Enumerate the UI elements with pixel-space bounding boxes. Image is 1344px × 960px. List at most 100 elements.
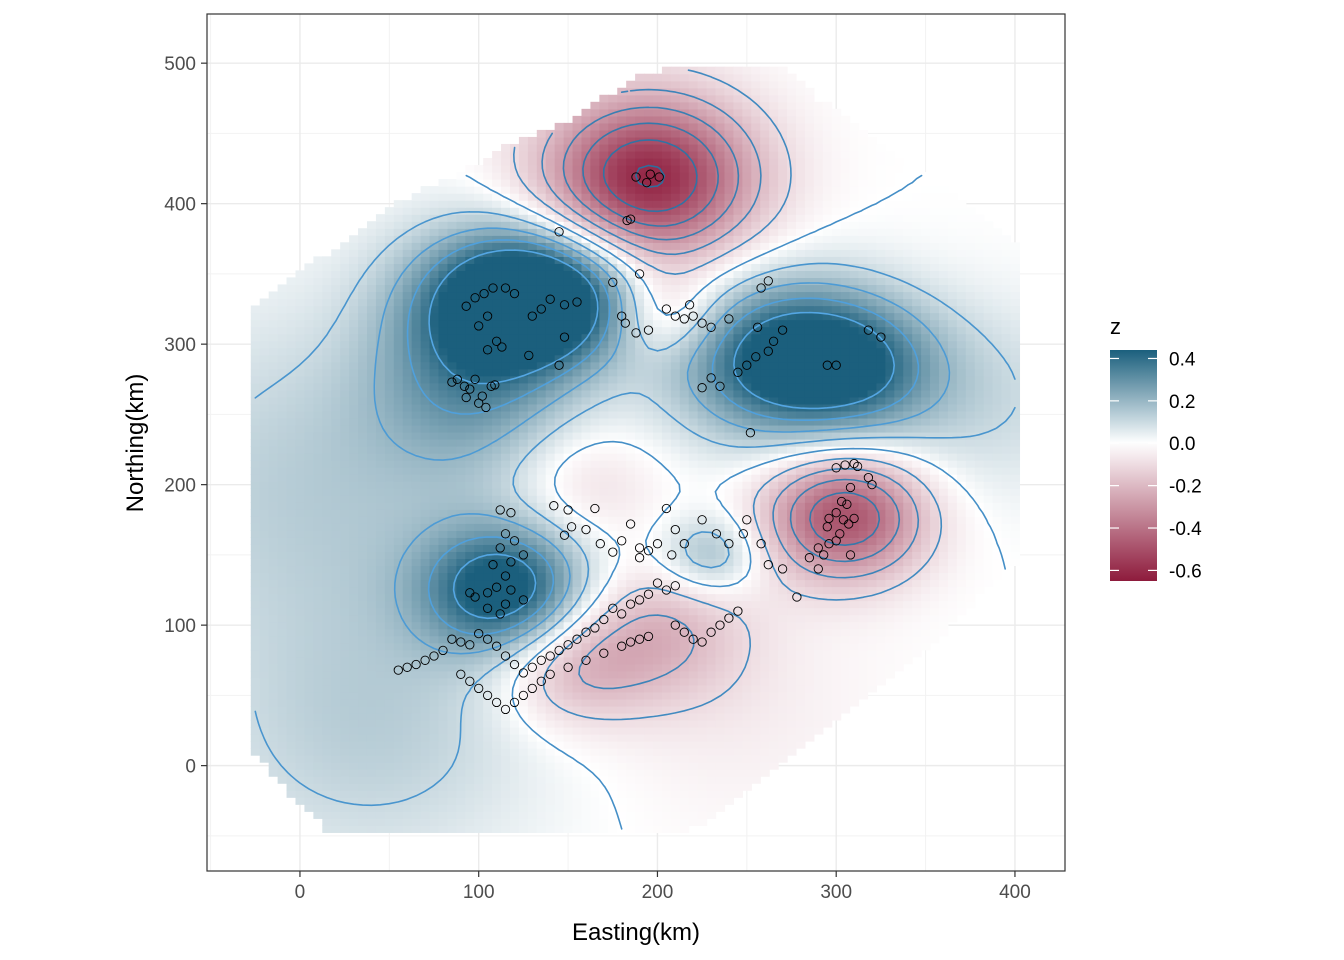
heat-cell	[626, 748, 636, 756]
heat-cell	[679, 776, 690, 784]
heat-cell	[384, 382, 395, 391]
heat-cell	[268, 586, 279, 595]
heat-cell	[760, 755, 770, 763]
heat-cell	[992, 460, 1003, 468]
heat-cell	[974, 586, 985, 595]
heat-cell	[492, 825, 502, 833]
heat-cell	[340, 579, 350, 588]
heat-cell	[563, 790, 574, 798]
heat-cell	[661, 790, 672, 798]
heat-cell	[670, 502, 681, 510]
heat-cell	[706, 600, 717, 609]
heat-cell	[483, 403, 493, 412]
heat-cell	[474, 551, 484, 559]
heat-cell	[822, 424, 833, 433]
heat-cell	[554, 438, 565, 447]
heat-cell	[581, 825, 592, 833]
heat-cell	[322, 811, 332, 819]
heat-cell	[545, 649, 556, 658]
heat-cell	[608, 705, 618, 714]
heat-cell	[760, 670, 770, 679]
heat-cell	[1001, 523, 1012, 531]
heat-cell	[965, 375, 976, 384]
heat-cell	[438, 586, 449, 595]
heat-cell	[527, 431, 538, 440]
heat-cell	[474, 719, 484, 728]
heat-cell	[938, 586, 949, 595]
heat-cell	[358, 446, 368, 454]
heat-cell	[1010, 446, 1021, 454]
heat-cell	[349, 755, 359, 763]
heat-cell	[697, 403, 708, 412]
heat-cell	[250, 403, 261, 412]
heat-cell	[518, 551, 529, 559]
heat-cell	[420, 705, 431, 714]
heat-cell	[429, 516, 440, 524]
heat-cell	[563, 509, 574, 517]
heat-cell	[304, 410, 314, 419]
heat-cell	[277, 558, 288, 567]
heat-cell	[420, 684, 431, 693]
heat-cell	[492, 797, 502, 805]
heat-cell	[688, 509, 699, 517]
heat-cell	[581, 467, 592, 475]
heat-cell	[822, 635, 833, 644]
heat-cell	[501, 825, 511, 833]
heat-cell	[831, 438, 842, 447]
heat-cell	[447, 684, 457, 693]
heat-cell	[787, 375, 797, 384]
heat-cell	[384, 572, 395, 581]
heat-cell	[554, 551, 565, 559]
heat-cell	[742, 783, 752, 791]
heat-cell	[295, 741, 306, 749]
heat-cell	[509, 579, 520, 588]
heat-cell	[358, 368, 368, 377]
heat-cell	[965, 544, 976, 552]
heat-cell	[375, 748, 386, 756]
heat-cell	[554, 593, 565, 602]
heat-cell	[349, 600, 359, 609]
heat-cell	[492, 424, 502, 433]
heat-cell	[644, 825, 654, 833]
heat-cell	[358, 804, 368, 812]
heat-cell	[536, 403, 547, 412]
heat-cell	[545, 579, 556, 588]
heat-cell	[876, 431, 886, 440]
heat-cell	[393, 438, 404, 447]
heat-cell	[563, 481, 574, 489]
heat-cell	[322, 453, 332, 461]
heat-cell	[769, 523, 779, 531]
heat-cell	[787, 579, 797, 588]
heat-cell	[849, 579, 860, 588]
heat-cell	[295, 565, 306, 574]
heat-cell	[340, 382, 350, 391]
heat-cell	[876, 453, 886, 461]
heat-cell	[652, 748, 663, 756]
heat-cell	[867, 614, 878, 623]
heat-cell	[965, 509, 976, 517]
heat-cell	[742, 488, 752, 496]
heat-cell	[527, 656, 538, 665]
heat-cell	[652, 734, 663, 742]
heat-cell	[867, 417, 878, 426]
heat-cell	[608, 431, 618, 440]
heat-cell	[938, 579, 949, 588]
heat-cell	[375, 438, 386, 447]
heat-cell	[795, 467, 806, 475]
heat-cell	[268, 537, 279, 545]
heat-cell	[706, 537, 717, 545]
heat-cell	[769, 663, 779, 672]
heat-cell	[724, 741, 735, 749]
heat-cell	[277, 656, 288, 665]
heat-cell	[956, 509, 967, 517]
heat-cell	[447, 474, 457, 482]
heat-cell	[635, 677, 645, 686]
heat-cell	[644, 446, 654, 454]
heat-cell	[474, 621, 484, 630]
heat-cell	[644, 509, 654, 517]
heat-cell	[795, 509, 806, 517]
heat-cell	[930, 551, 940, 559]
heat-cell	[259, 474, 270, 482]
heat-cell	[590, 368, 600, 377]
heat-cell	[349, 698, 359, 707]
